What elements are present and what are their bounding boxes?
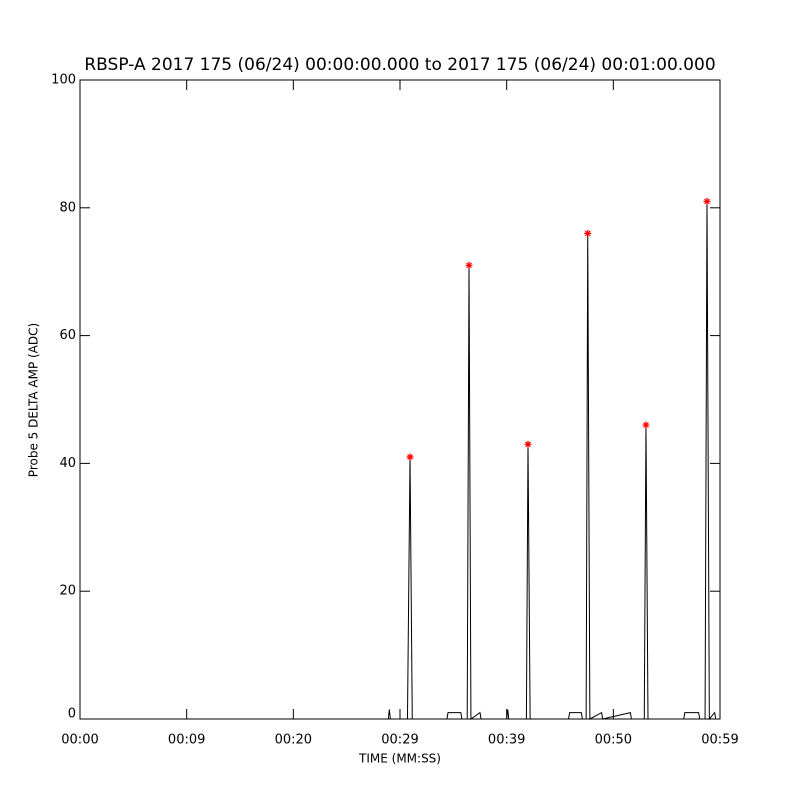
- peak-marker: [642, 421, 650, 429]
- y-tick-label: 40: [59, 456, 76, 471]
- x-tick-label: 00:20: [275, 733, 312, 748]
- y-axis-label: Probe 5 DELTA AMP (ADC): [27, 323, 41, 477]
- x-tick-label: 00:09: [168, 733, 205, 748]
- x-tick-label: 00:50: [595, 733, 632, 748]
- peak-marker: [524, 440, 532, 448]
- x-tick-label: 00:29: [381, 733, 418, 748]
- x-tick-label: 00:59: [701, 733, 738, 748]
- chart-title: RBSP-A 2017 175 (06/24) 00:00:00.000 to …: [84, 55, 715, 75]
- peak-marker: [584, 229, 592, 237]
- x-tick-label: 00:39: [488, 733, 525, 748]
- peak-marker: [406, 453, 414, 461]
- peak-marker: [465, 261, 473, 269]
- y-tick-label: 80: [59, 200, 76, 215]
- data-line: [80, 201, 720, 721]
- y-tick-label: 0: [68, 707, 76, 722]
- x-axis-label: TIME (MM:SS): [358, 752, 441, 766]
- peak-marker: [703, 197, 711, 205]
- x-tick-label: 00:00: [61, 733, 98, 748]
- y-tick-label: 60: [59, 328, 76, 343]
- y-tick-label: 100: [51, 73, 76, 88]
- y-tick-label: 20: [59, 584, 76, 599]
